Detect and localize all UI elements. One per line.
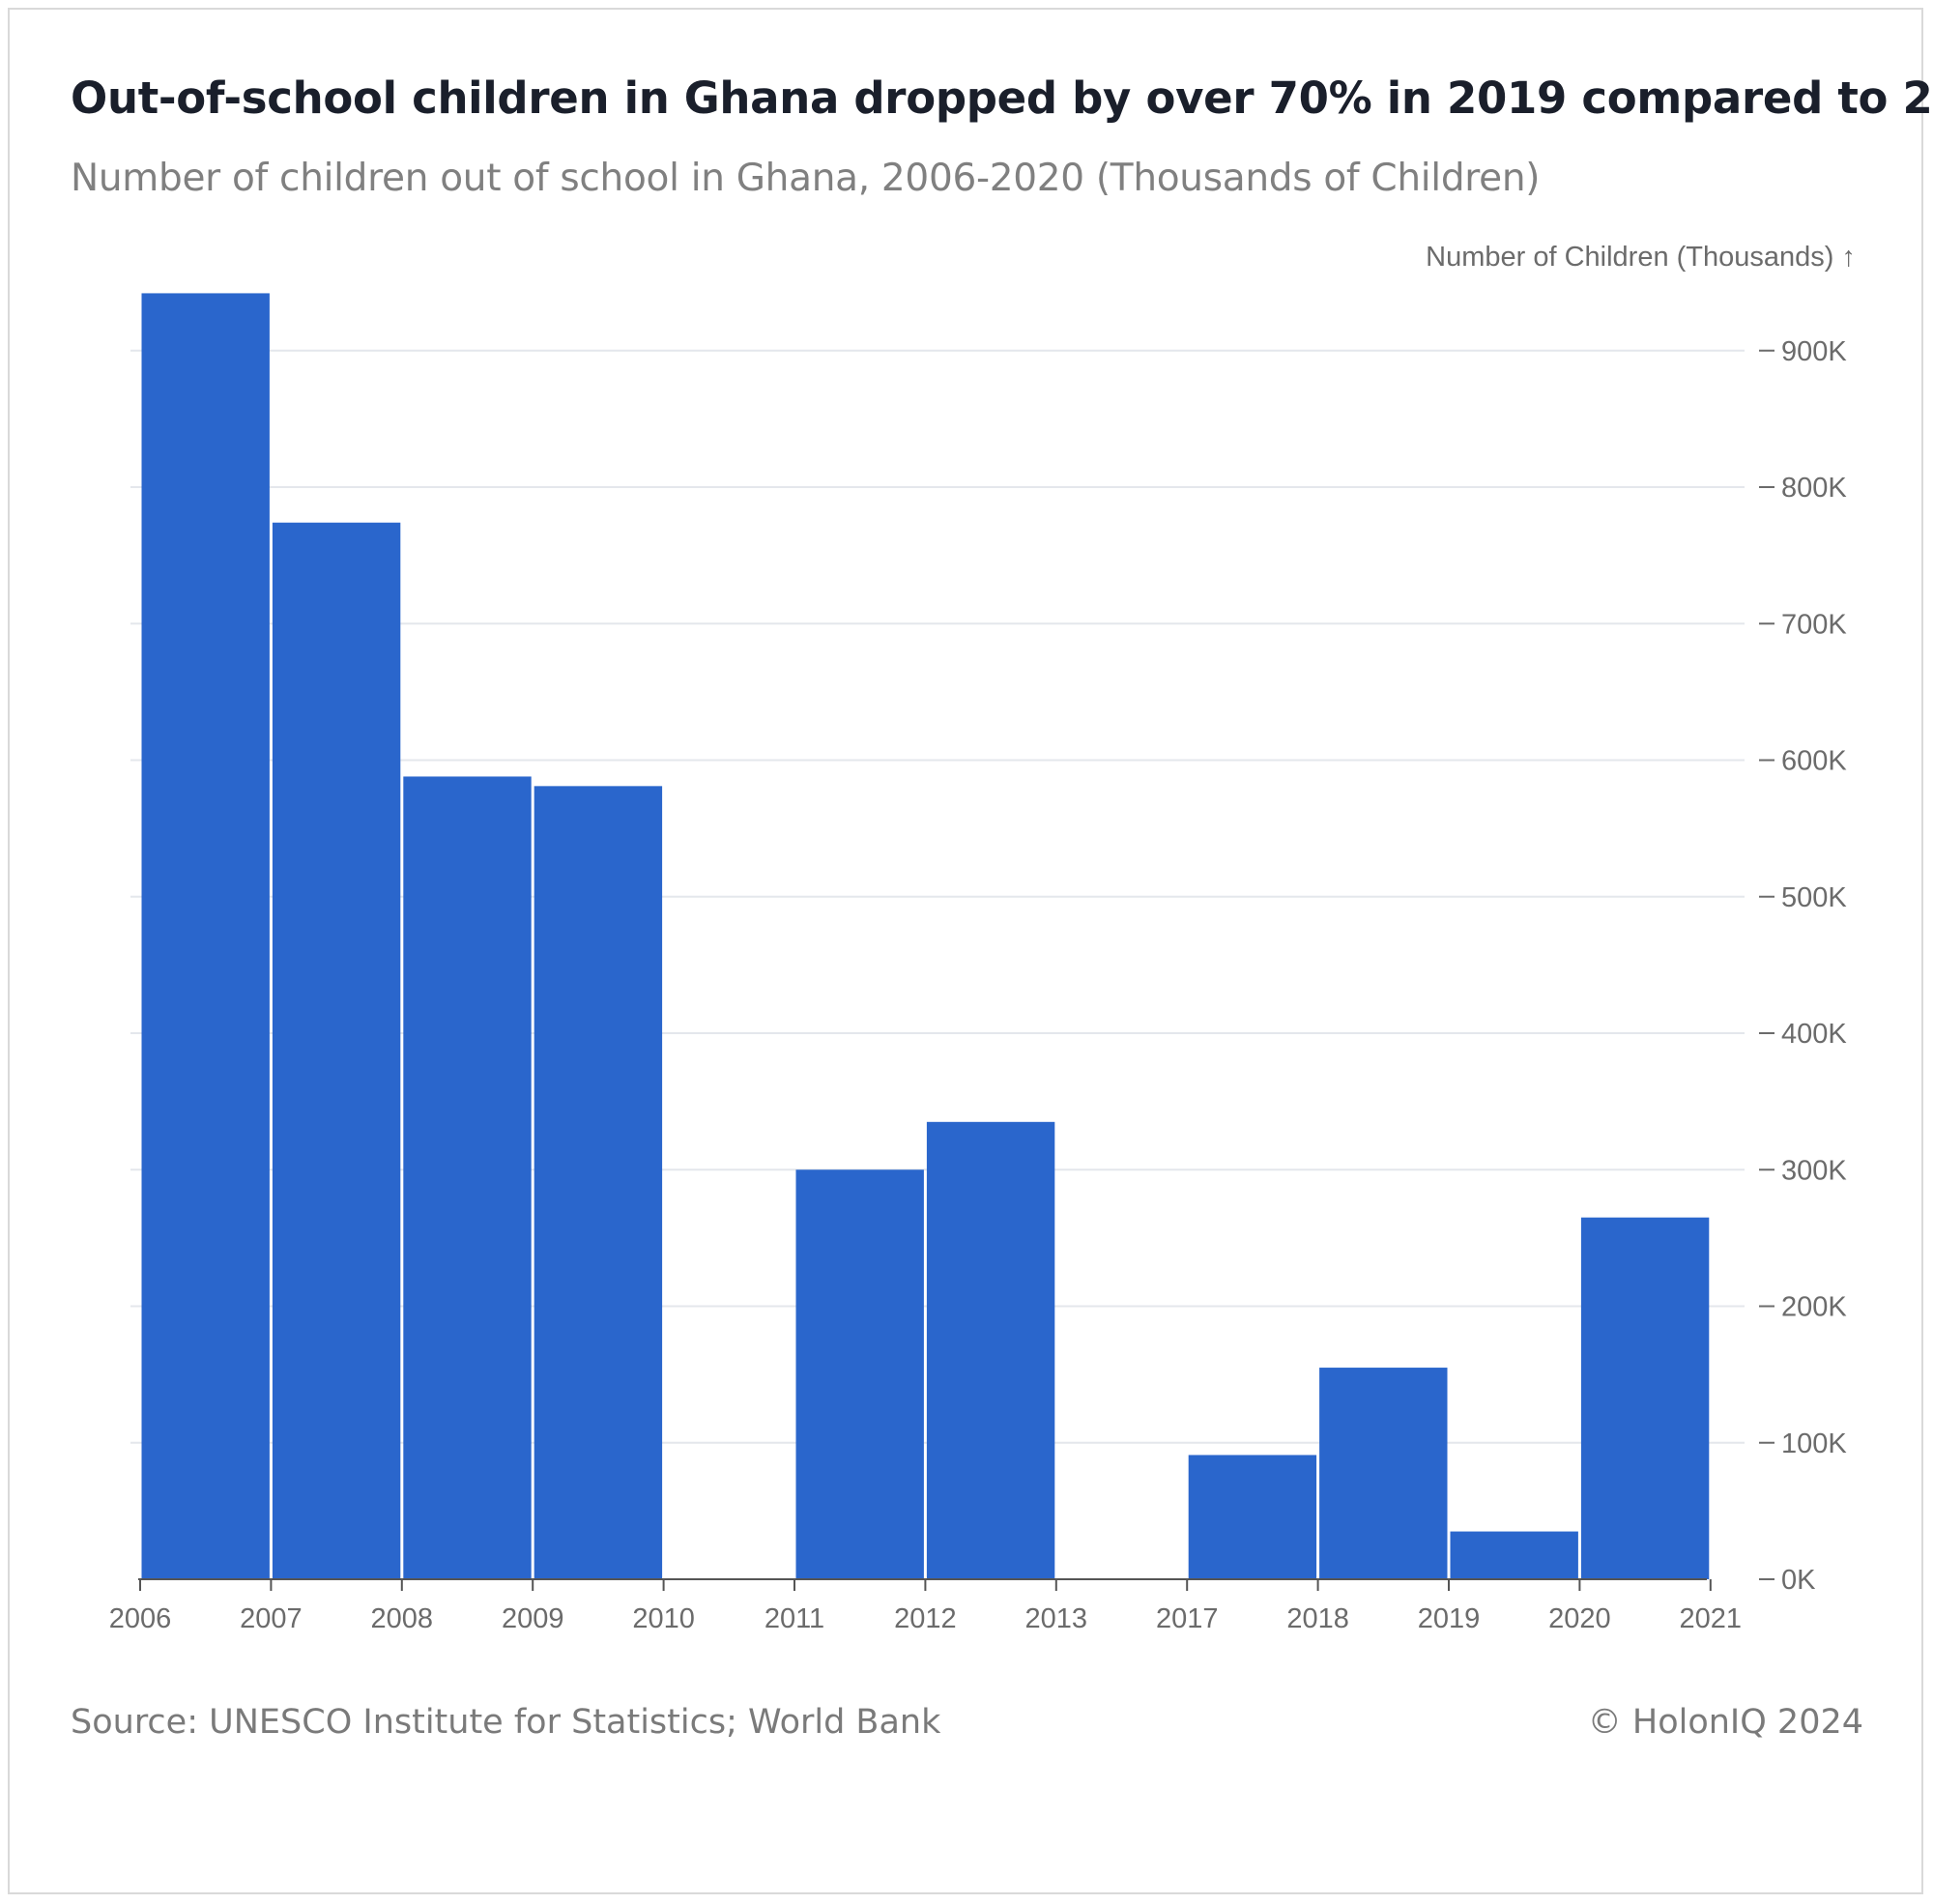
x-tick-label: 2006 [109, 1603, 172, 1634]
x-tick-label: 2017 [1156, 1603, 1219, 1634]
bar-2018 [1319, 1368, 1448, 1579]
y-tick-label: 900K [1781, 336, 1847, 367]
copyright-note: © HolonIQ 2024 [1587, 1703, 1863, 1742]
bar-2011 [795, 1169, 924, 1579]
y-tick-label: 300K [1781, 1155, 1847, 1186]
x-tick-label: 2018 [1286, 1603, 1349, 1634]
y-tick-label: 0K [1781, 1565, 1816, 1596]
x-tick-label: 2012 [894, 1603, 957, 1634]
x-tick-label: 2009 [502, 1603, 564, 1634]
x-tick-label: 2008 [371, 1603, 434, 1634]
bar-2019 [1450, 1531, 1578, 1579]
bar-2006 [141, 293, 270, 1579]
y-tick-label: 200K [1781, 1292, 1847, 1323]
y-tick-label: 800K [1781, 473, 1847, 504]
y-tick-label: 100K [1781, 1428, 1847, 1459]
bar-2008 [403, 776, 532, 1579]
x-tick-label: 2019 [1418, 1603, 1481, 1634]
x-tick-label: 2013 [1025, 1603, 1088, 1634]
x-tick-label: 2021 [1680, 1603, 1743, 1634]
bar-2017 [1188, 1455, 1317, 1579]
y-axis-label: Number of Children (Thousands) ↑ [1426, 242, 1856, 273]
bar-2012 [926, 1121, 1055, 1579]
bar-2009 [534, 786, 663, 1579]
bar-2020 [1580, 1217, 1710, 1579]
x-tick-label: 2011 [765, 1603, 824, 1634]
chart-title: Out-of-school children in Ghana dropped … [71, 72, 1933, 124]
x-tick-label: 2020 [1548, 1603, 1611, 1634]
y-tick-label: 700K [1781, 609, 1847, 640]
x-tick-label: 2010 [632, 1603, 695, 1634]
x-tick-label: 2007 [240, 1603, 303, 1634]
y-tick-label: 400K [1781, 1019, 1847, 1050]
source-note: Source: UNESCO Institute for Statistics;… [71, 1703, 941, 1742]
y-tick-label: 500K [1781, 882, 1847, 913]
chart-subtitle: Number of children out of school in Ghan… [71, 157, 1541, 200]
bar-2007 [272, 522, 401, 1579]
y-tick-label: 600K [1781, 746, 1847, 777]
